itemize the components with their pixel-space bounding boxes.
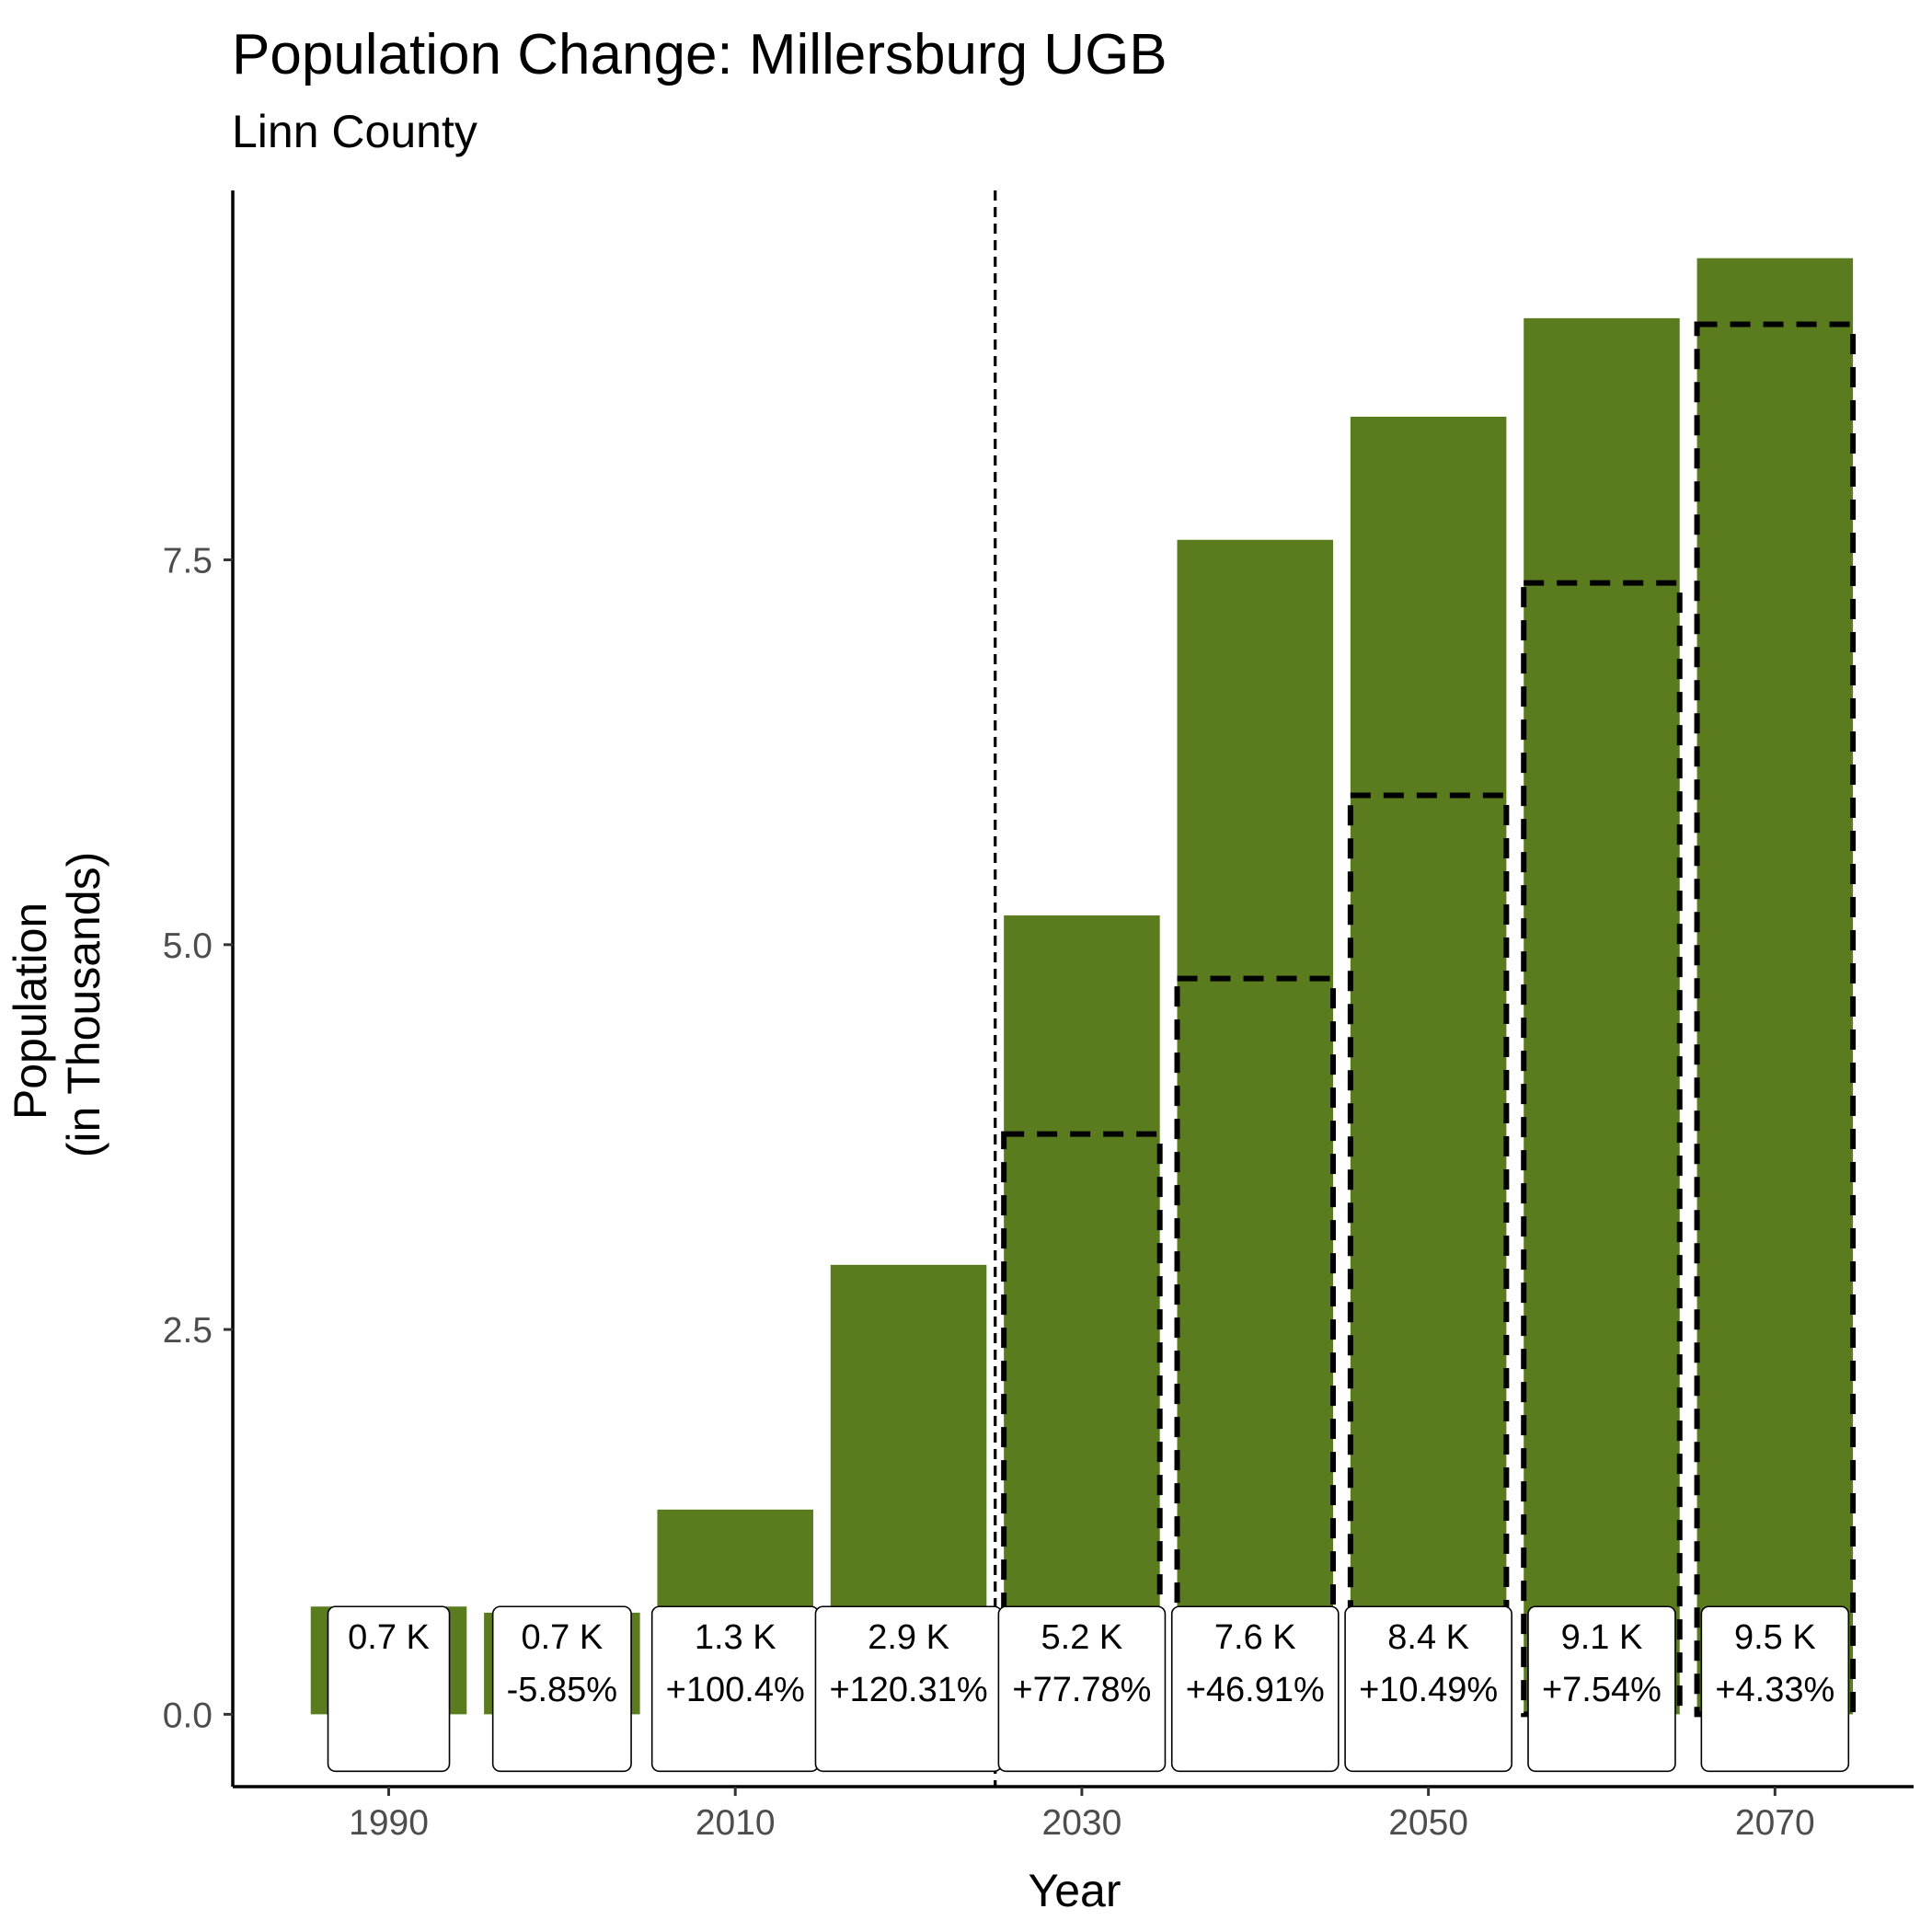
label-box-2030 (997, 1605, 1167, 1773)
value-label-2020: 2.9 K (868, 1618, 949, 1657)
bar-2070 (1696, 258, 1854, 1715)
y-axis-title-line-2: (in Thousands) (58, 852, 109, 1158)
label-box-2050 (1344, 1605, 1512, 1773)
value-label-2050: 8.4 K (1387, 1618, 1469, 1657)
x-tick-label-2: 2030 (1042, 1803, 1122, 1843)
value-label-2010: 1.3 K (695, 1618, 776, 1657)
x-axis-ticks: 1990 2010 2030 2050 2070 (349, 1787, 1815, 1843)
x-tick-label-3: 2050 (1388, 1803, 1468, 1843)
change-label-2030: +77.78% (1012, 1671, 1151, 1709)
bar-2050 (1350, 416, 1507, 1715)
bars-layer (310, 258, 1854, 1715)
y-tick-label-1: 2.5 (163, 1311, 213, 1351)
label-box-2070 (1700, 1605, 1850, 1773)
change-label-2070: +4.33% (1715, 1671, 1834, 1709)
y-axis-title: Population (in Thousands) (5, 852, 109, 1158)
label-box-2060 (1527, 1605, 1676, 1773)
label-box-1990 (327, 1605, 451, 1773)
change-label-2020: +120.31% (829, 1671, 987, 1709)
y-tick-label-2: 5.0 (163, 926, 213, 966)
value-label-2060: 9.1 K (1561, 1618, 1643, 1657)
value-label-2030: 5.2 K (1041, 1618, 1123, 1657)
x-axis-title: Year (1028, 1865, 1121, 1916)
x-tick-label-4: 2070 (1735, 1803, 1815, 1843)
value-label-2040: 7.6 K (1214, 1618, 1296, 1657)
x-tick-label-0: 1990 (349, 1803, 429, 1843)
change-label-2040: +46.91% (1186, 1671, 1325, 1709)
label-box-2000 (491, 1605, 632, 1773)
y-tick-label-0: 0.0 (163, 1696, 213, 1735)
value-label-1990: 0.7 K (348, 1618, 430, 1657)
bar-2060 (1524, 317, 1680, 1715)
change-label-2050: +10.49% (1359, 1671, 1498, 1709)
bar-2030 (1004, 915, 1160, 1715)
x-tick-label-1: 2010 (696, 1803, 776, 1843)
change-label-2010: +100.4% (666, 1671, 805, 1709)
chart-title: Population Change: Millersburg UGB (232, 23, 1167, 86)
y-axis-ticks: 0.0 2.5 5.0 7.5 (163, 542, 233, 1735)
y-tick-label-3: 7.5 (163, 542, 213, 581)
bar-2040 (1177, 539, 1334, 1715)
value-label-2070: 9.5 K (1734, 1618, 1816, 1657)
y-axis-title-line-1: Population (5, 903, 56, 1120)
value-labels-layer: 0.7 K 0.7 K -5.85% 1.3 K +100.4% 2.9 K +120.31… (327, 1605, 1850, 1773)
change-label-2000: -5.85% (507, 1671, 617, 1709)
label-box-2040 (1170, 1605, 1340, 1773)
change-label-2060: +7.54% (1542, 1671, 1662, 1709)
chart-subtitle: Linn County (232, 106, 477, 157)
previous-forecast-outline-2050 (1347, 792, 1510, 1718)
value-label-2000: 0.7 K (521, 1618, 603, 1657)
